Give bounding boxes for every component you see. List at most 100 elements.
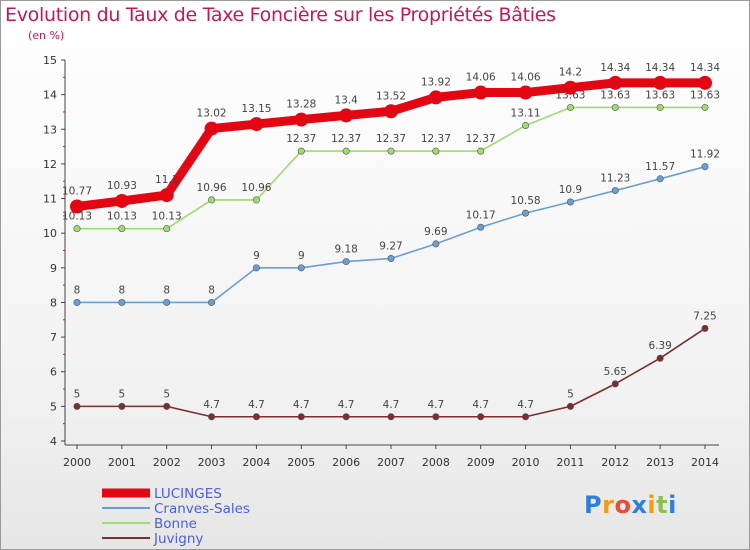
data-label: 9 [298,250,305,262]
y-tick-label: 5 [50,400,57,413]
y-tick-label: 13 [43,123,57,136]
data-point [697,75,712,90]
data-point [163,298,171,306]
x-tick-label: 2013 [646,456,674,469]
data-point [383,104,398,119]
y-tick-label: 11 [43,193,57,206]
data-point [656,354,664,362]
data-point [297,147,305,155]
data-label: 10.13 [152,211,182,223]
x-tick-label: 2008 [422,456,450,469]
x-tick-label: 2009 [467,456,495,469]
data-label: 5 [163,388,170,400]
data-point [566,198,574,206]
x-tick-label: 2001 [108,456,136,469]
data-label: 12.37 [421,133,451,145]
data-label: 4.7 [517,399,534,411]
data-label: 13.63 [645,89,675,101]
data-point [297,264,305,272]
y-axis-unit: (en %) [28,29,65,42]
data-point [611,103,619,111]
y-tick-label: 7 [50,331,57,344]
data-label: 14.2 [559,67,582,79]
data-point [522,413,530,421]
data-label: 11.57 [645,161,675,173]
data-point [432,147,440,155]
data-point [653,75,668,90]
data-point [70,199,84,214]
data-point [522,209,530,217]
data-label: 10.93 [107,180,137,192]
data-label: 14.34 [690,62,720,74]
data-label: 9.18 [334,244,357,256]
data-label: 4.7 [472,399,489,411]
data-label: 5.65 [604,366,627,378]
data-point [297,413,305,421]
y-tick-label: 14 [43,89,57,102]
data-point [73,402,81,410]
data-point [208,196,216,204]
data-point [473,85,488,100]
data-point [566,402,574,410]
data-point [428,90,443,105]
data-point [118,402,126,410]
data-label: 10.77 [62,186,92,198]
data-label: 12.37 [286,133,316,145]
data-label: 13.11 [511,107,541,119]
data-label: 8 [208,284,215,296]
data-point [73,298,81,306]
data-point [563,80,578,95]
data-point [432,413,440,421]
data-label: 8 [119,284,126,296]
x-tick-label: 2000 [63,456,91,469]
data-label: 4.7 [338,399,355,411]
data-point [387,147,395,155]
legend-label-bonne: Bonne [154,516,197,532]
data-point [387,254,395,262]
data-point [701,163,709,171]
data-point [252,196,260,204]
data-point [114,193,129,208]
data-label: 10.13 [107,211,137,223]
data-point [252,413,260,421]
data-point [342,413,350,421]
logo-letter: P [584,491,603,519]
data-point [387,413,395,421]
data-point [342,258,350,266]
data-point [432,240,440,248]
data-label: 4.7 [203,399,220,411]
logo-letter: r [602,491,615,519]
data-label: 5 [119,388,126,400]
x-tick-label: 2011 [556,456,584,469]
data-point [566,103,574,111]
x-tick-label: 2007 [377,456,405,469]
y-tick-label: 12 [43,158,57,171]
data-point [477,413,485,421]
data-label: 7.25 [693,310,716,322]
data-label: 13.02 [197,108,227,120]
data-label: 14.06 [511,72,541,84]
data-point [608,75,623,90]
data-label: 14.06 [466,72,496,84]
y-tick-label: 9 [50,262,57,275]
data-point [208,413,216,421]
data-label: 4.7 [293,399,310,411]
y-tick-label: 4 [50,435,57,448]
y-tick-label: 15 [43,54,57,67]
legend-label-juvigny: Juvigny [153,531,203,547]
proxiti-logo: Proxiti [584,491,677,519]
data-label: 14.34 [645,62,675,74]
data-point [208,298,216,306]
data-label: 12.37 [376,133,406,145]
data-point [611,187,619,195]
x-tick-label: 2012 [601,456,629,469]
data-label: 4.7 [428,399,445,411]
data-label: 11.1 [155,174,178,186]
data-label: 10.9 [559,184,582,196]
data-label: 10.96 [197,182,227,194]
data-point [118,225,126,233]
data-label: 12.37 [466,133,496,145]
data-label: 10.58 [511,195,541,207]
legend-label-cranves-sales: Cranves-Sales [154,501,250,517]
